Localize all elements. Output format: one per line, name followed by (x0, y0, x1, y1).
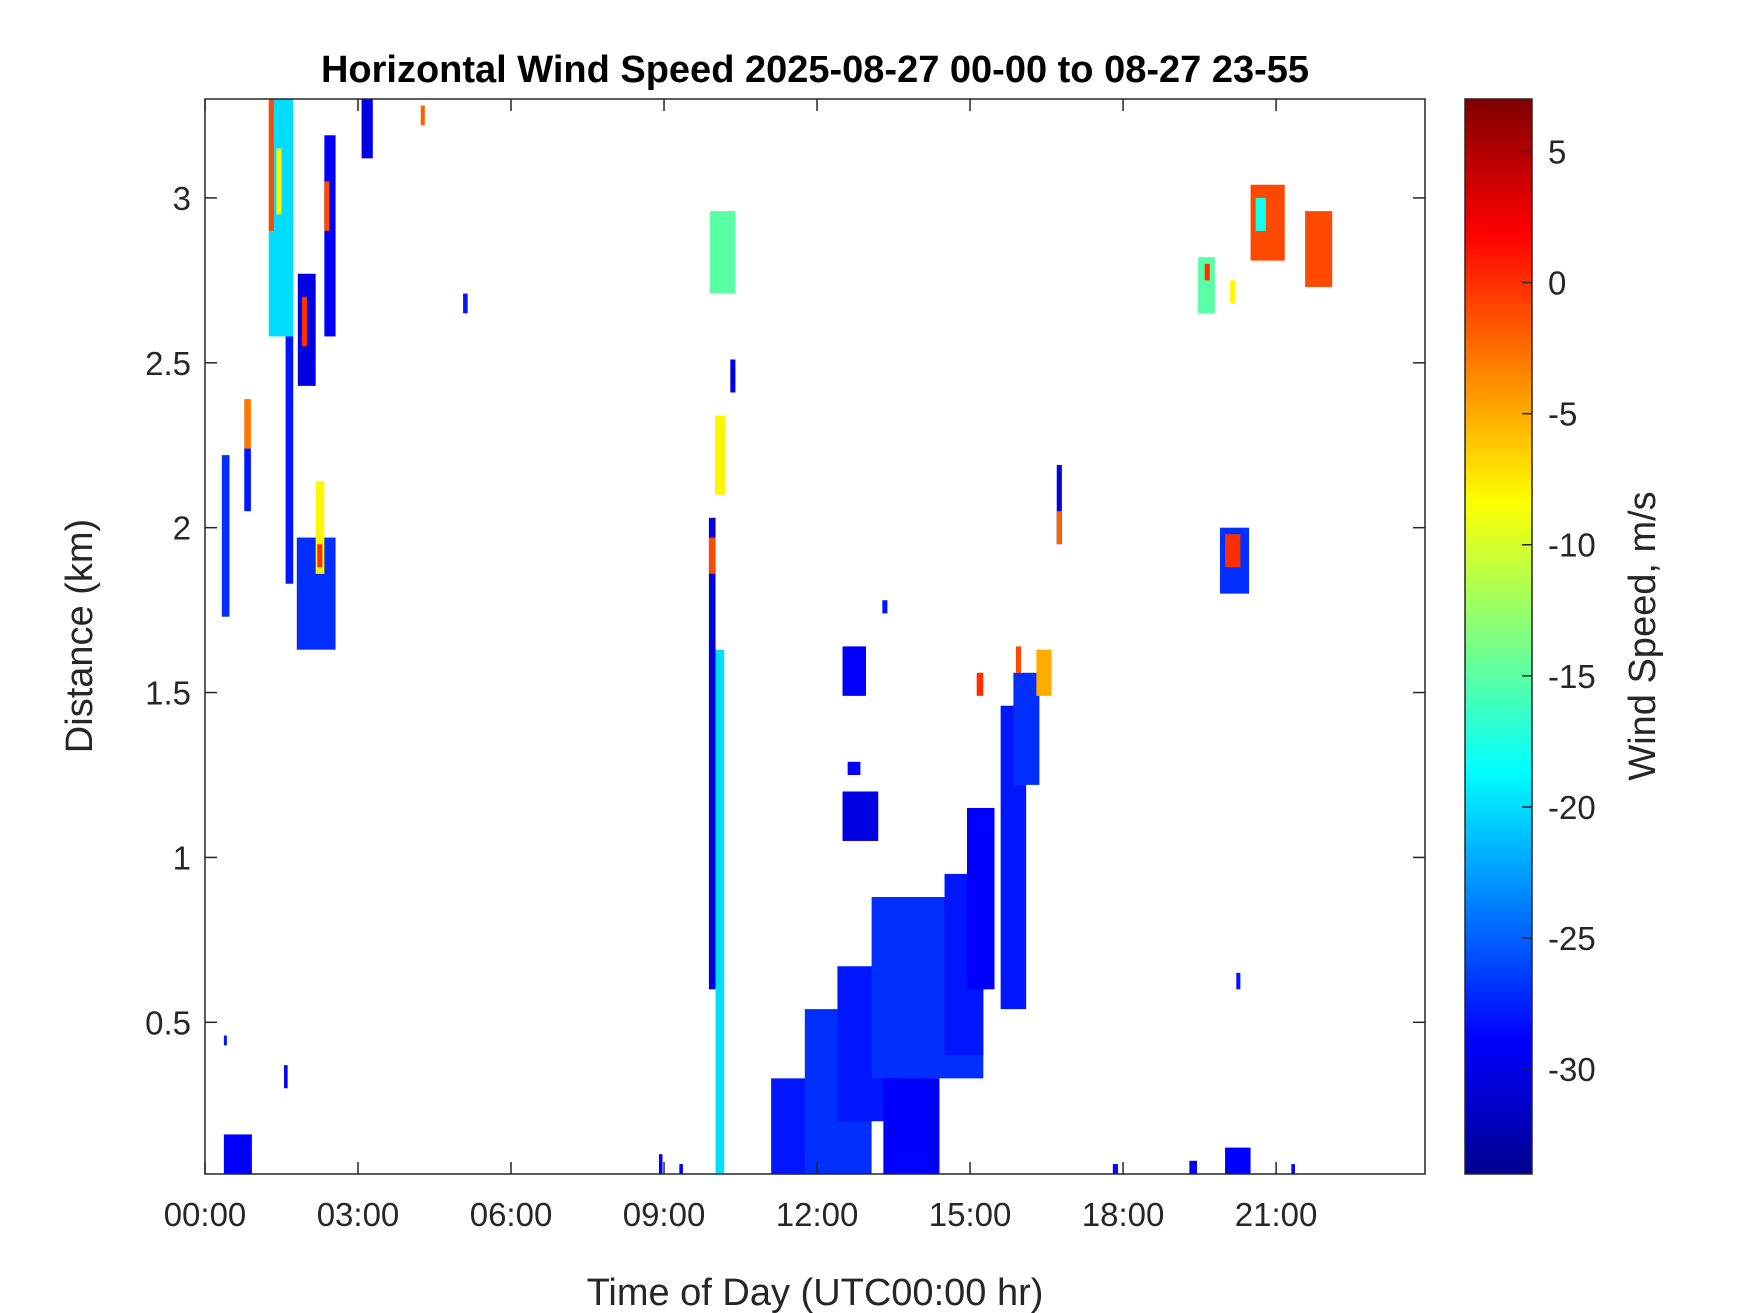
colorbar-axis: 5 0 -5 -10 -15 -20 -25 -30 (1522, 133, 1596, 1088)
x-tick-label: 00:00 (164, 1196, 247, 1233)
data-region-10 (315, 481, 325, 574)
colorbar-tick-label: 0 (1548, 265, 1566, 302)
colorbar (1464, 98, 1533, 1175)
y-tick-label: 2 (173, 510, 191, 547)
data-region-40 (1056, 511, 1062, 545)
data-region-47 (1204, 263, 1210, 281)
data-region-58 (223, 1035, 227, 1046)
colorbar-tick-label: -10 (1548, 527, 1596, 564)
y-axis-label: Distance (km) (59, 519, 101, 753)
data-region-11 (317, 544, 323, 568)
data-region-39 (1056, 465, 1062, 545)
colorbar-tick-label: -5 (1548, 396, 1577, 433)
data-region-50 (223, 1134, 252, 1174)
data-region-6 (285, 336, 294, 584)
data-region-35 (842, 646, 867, 696)
plot-frame (204, 98, 1426, 1175)
x-axis-label: Time of Day (UTC00:00 hr) (587, 1272, 1044, 1313)
x-axis: 00:00 03:00 06:00 09:00 12:00 15:00 18:00 21:00 (164, 99, 1318, 1233)
x-tick-label: 15:00 (929, 1196, 1012, 1233)
data-region-22 (730, 359, 736, 393)
data-region-57 (1291, 1164, 1295, 1174)
data-region-17 (708, 517, 716, 990)
data-region-15 (420, 105, 425, 126)
y-tick-label: 1 (173, 839, 191, 876)
data-region-19 (715, 649, 725, 1174)
data-region-33 (976, 672, 984, 696)
colorbar-tick-label: 5 (1548, 133, 1566, 170)
colorbar-label: Wind Speed, m/s (1622, 491, 1664, 780)
data-region-4 (268, 99, 274, 231)
x-tick-label: 06:00 (470, 1196, 553, 1233)
data-region-1 (244, 399, 251, 449)
y-tick-label: 3 (173, 180, 191, 217)
data-region-48 (1230, 280, 1236, 304)
data-region-37 (842, 791, 879, 841)
data-region-54 (1225, 1147, 1251, 1174)
data-region-12 (324, 135, 336, 337)
data-region-21 (715, 415, 726, 495)
data-region-52 (658, 1154, 663, 1174)
data-region-29 (966, 807, 995, 990)
data-region-51 (284, 1065, 288, 1089)
data-region-36 (847, 761, 861, 775)
data-region-27 (883, 1078, 940, 1174)
data-region-0 (221, 455, 230, 617)
colorbar-tick-label: -20 (1548, 789, 1596, 826)
data-region-32 (1036, 649, 1052, 696)
x-tick-label: 03:00 (317, 1196, 400, 1233)
data-region-16 (463, 293, 468, 314)
data-region-20 (709, 211, 736, 294)
data-region-53 (679, 1164, 683, 1174)
y-tick-label: 2.5 (145, 345, 191, 382)
y-axis: 0.5 1 1.5 2 2.5 3 (145, 180, 1425, 1041)
colorbar-tick-label: -25 (1548, 920, 1596, 957)
data-region-5 (276, 148, 282, 215)
chart-title: Horizontal Wind Speed 2025-08-27 00-00 t… (321, 49, 1309, 91)
data-region-49 (1236, 972, 1241, 990)
y-tick-label: 1.5 (145, 675, 191, 712)
data-region-31 (1013, 672, 1040, 785)
x-tick-label: 12:00 (776, 1196, 859, 1233)
data-region-42 (1225, 534, 1241, 568)
data-region-18 (708, 537, 716, 574)
data-cells (221, 99, 1333, 1174)
plot-area (205, 99, 1425, 1174)
y-tick-label: 0.5 (145, 1004, 191, 1041)
data-region-34 (1015, 646, 1022, 673)
data-region-38 (882, 600, 888, 614)
data-region-13 (324, 181, 330, 231)
data-region-45 (1305, 211, 1333, 287)
data-region-8 (301, 296, 308, 347)
data-region-56 (1189, 1160, 1198, 1174)
x-tick-label: 21:00 (1235, 1196, 1318, 1233)
x-tick-label: 18:00 (1082, 1196, 1165, 1233)
data-region-14 (361, 99, 373, 159)
x-tick-label: 09:00 (623, 1196, 706, 1233)
data-region-55 (1112, 1164, 1118, 1174)
data-region-46 (1198, 257, 1215, 314)
colorbar-tick-label: -15 (1548, 658, 1596, 695)
data-region-2 (244, 448, 251, 512)
colorbar-tick-label: -30 (1548, 1051, 1596, 1088)
data-region-44 (1255, 197, 1266, 231)
